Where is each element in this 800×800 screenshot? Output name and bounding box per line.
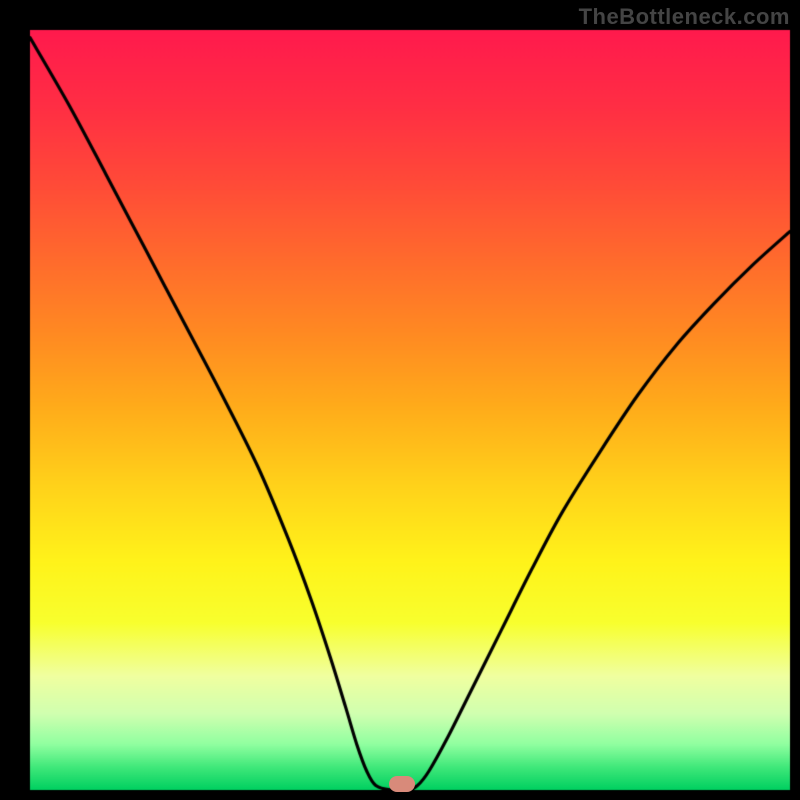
optimal-point-marker <box>389 776 415 792</box>
chart-container: TheBottleneck.com <box>0 0 800 800</box>
bottleneck-curve-chart <box>0 0 800 800</box>
watermark-text: TheBottleneck.com <box>579 4 790 30</box>
